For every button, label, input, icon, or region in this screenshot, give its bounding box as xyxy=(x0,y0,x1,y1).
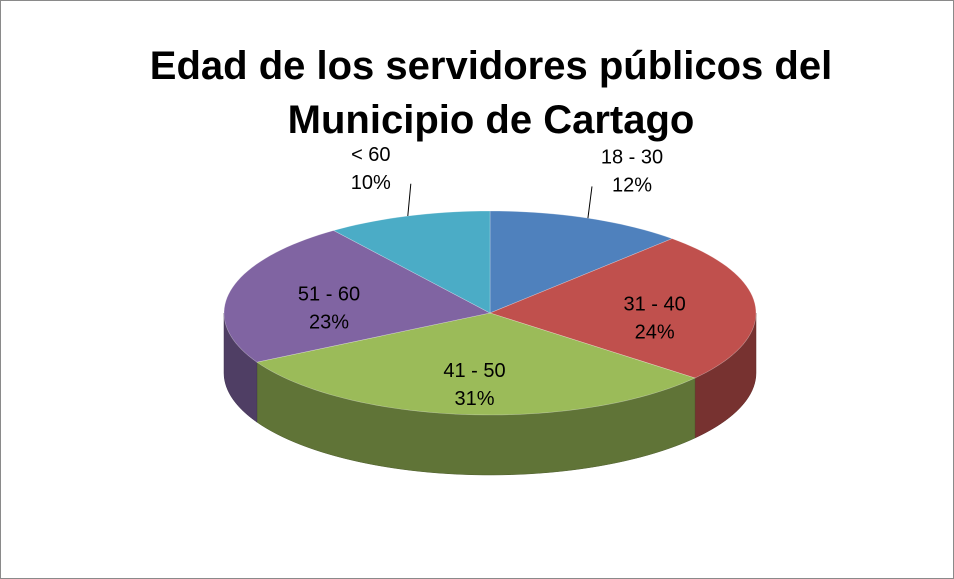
data-label-category: 51 - 60 xyxy=(298,283,360,305)
data-label-category: < 60 xyxy=(351,144,390,166)
slice xyxy=(256,312,696,416)
data-label-value: 23% xyxy=(309,311,349,333)
data-label-category: 18 - 30 xyxy=(601,147,663,169)
data-label-category: 31 - 40 xyxy=(623,293,685,315)
data-label-category: 41 - 50 xyxy=(443,360,505,382)
data-label-value: 31% xyxy=(454,388,494,410)
data-label-value: 10% xyxy=(351,172,391,194)
slice xyxy=(489,238,757,379)
chart-title: Edad de los servidores públicos del Muni… xyxy=(149,44,833,142)
leader-line xyxy=(407,183,412,217)
leader-line xyxy=(587,186,593,219)
data-label-value: 24% xyxy=(635,321,675,343)
slice xyxy=(223,230,491,363)
data-label-value: 12% xyxy=(612,175,652,197)
